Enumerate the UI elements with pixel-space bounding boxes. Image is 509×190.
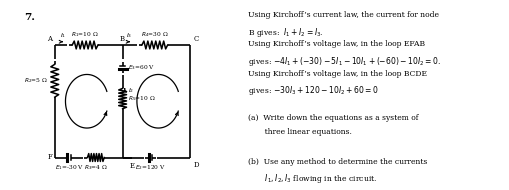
Text: 7.: 7. bbox=[24, 13, 35, 22]
Text: gives: $-30I_3 + 120 - 10I_2 + 60 = 0$: gives: $-30I_3 + 120 - 10I_2 + 60 = 0$ bbox=[247, 84, 378, 97]
Text: A: A bbox=[47, 35, 52, 43]
Text: $E_3$=60 V: $E_3$=60 V bbox=[127, 63, 154, 72]
Text: $I_2$: $I_2$ bbox=[127, 86, 133, 95]
Text: $I_3$: $I_3$ bbox=[126, 31, 132, 40]
Text: F: F bbox=[47, 153, 52, 161]
Text: (a)  Write down the equations as a system of: (a) Write down the equations as a system… bbox=[247, 114, 417, 122]
Text: $R_5$=10 Ω: $R_5$=10 Ω bbox=[128, 94, 156, 103]
Text: $R_3$=4 Ω: $R_3$=4 Ω bbox=[84, 163, 107, 172]
Text: B: B bbox=[119, 35, 124, 43]
Text: gives: $-4I_1+(-30)-5I_1-10I_1+(-60)-10I_2 = 0$.: gives: $-4I_1+(-30)-5I_1-10I_1+(-60)-10I… bbox=[247, 55, 440, 68]
Text: $R_1$=10 Ω: $R_1$=10 Ω bbox=[71, 30, 99, 39]
Text: $R_4$=30 Ω: $R_4$=30 Ω bbox=[140, 30, 168, 39]
Text: $I_1, I_2, I_3$ flowing in the circuit.: $I_1, I_2, I_3$ flowing in the circuit. bbox=[247, 172, 376, 185]
Text: (b)  Use any method to determine the currents: (b) Use any method to determine the curr… bbox=[247, 158, 426, 165]
Text: C: C bbox=[193, 35, 198, 43]
Text: Using Kirchoff’s voltage law, in the loop EFAB: Using Kirchoff’s voltage law, in the loo… bbox=[247, 40, 424, 48]
Text: B gives:  $I_1 + I_2 = I_3$.: B gives: $I_1 + I_2 = I_3$. bbox=[247, 26, 323, 39]
Text: $E_2$=120 V: $E_2$=120 V bbox=[135, 163, 165, 172]
Text: three linear equations.: three linear equations. bbox=[247, 128, 351, 136]
Text: Using Kirchoff’s voltage law, in the loop BCDE: Using Kirchoff’s voltage law, in the loo… bbox=[247, 70, 426, 78]
Text: D: D bbox=[193, 162, 199, 169]
Text: $E_1$=-30 V: $E_1$=-30 V bbox=[54, 163, 83, 172]
Text: $I_1$: $I_1$ bbox=[60, 31, 66, 40]
Text: $R_2$=5 Ω: $R_2$=5 Ω bbox=[24, 76, 48, 85]
Text: Using Kirchoff’s current law, the current for node: Using Kirchoff’s current law, the curren… bbox=[247, 11, 438, 19]
Text: E: E bbox=[130, 162, 135, 170]
